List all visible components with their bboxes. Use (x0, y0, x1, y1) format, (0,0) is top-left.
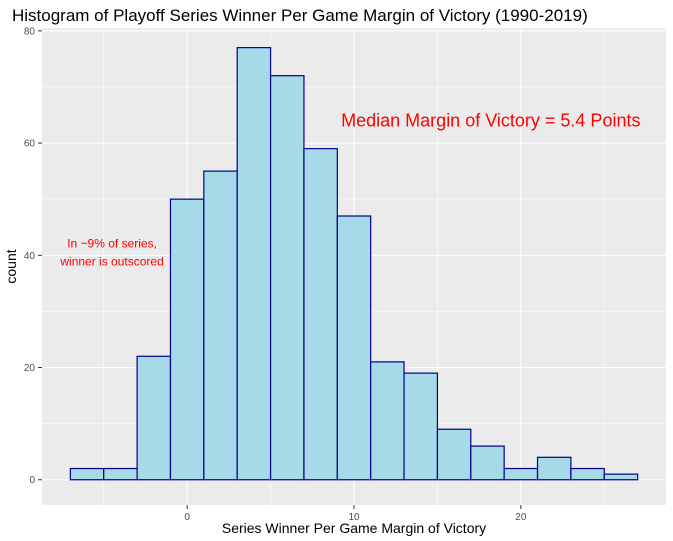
annotation-text: Median Margin of Victory = 5.4 Points (341, 111, 640, 131)
histogram-bars (69, 47, 639, 481)
x-tick-label: 10 (348, 512, 360, 523)
y-axis-title: count (3, 249, 19, 283)
annotations: Median Margin of Victory = 5.4 Points In … (59, 111, 640, 269)
histogram-bar (203, 170, 238, 481)
y-tick-label: 0 (29, 475, 35, 486)
histogram-bar (403, 372, 439, 481)
histogram-bar (470, 445, 505, 481)
histogram-bar (136, 355, 172, 481)
y-tick-label: 60 (24, 139, 36, 150)
x-tick-label: 20 (515, 512, 527, 523)
histogram-bar (103, 467, 138, 481)
histogram-bar (169, 198, 205, 481)
annotation-line: In ~9% of series, (67, 236, 157, 250)
x-tick-label: 0 (184, 512, 190, 523)
chart-title: Histogram of Playoff Series Winner Per G… (12, 6, 588, 25)
tick-labels: 0 10 20 0 20 40 60 80 (24, 26, 527, 523)
histogram-bar (336, 215, 372, 481)
histogram-bar (303, 148, 338, 481)
annotation-text: In ~9% of series, winner is outscored (59, 236, 163, 268)
histogram-bar (570, 467, 605, 481)
histogram-bar (269, 75, 305, 481)
histogram-bar (503, 467, 539, 481)
y-tick-label: 80 (24, 26, 36, 37)
histogram-bar (370, 361, 405, 481)
x-axis-title: Series Winner Per Game Margin of Victory (222, 520, 486, 536)
histogram-bar (69, 467, 105, 481)
histogram-bar (436, 428, 472, 481)
histogram-bar (603, 473, 639, 481)
axis-ticks (38, 30, 522, 509)
annotation-line: winner is outscored (59, 254, 163, 268)
histogram-bar (536, 456, 572, 481)
y-tick-label: 40 (24, 251, 36, 262)
histogram-bar (236, 47, 272, 481)
y-tick-label: 20 (24, 363, 36, 374)
